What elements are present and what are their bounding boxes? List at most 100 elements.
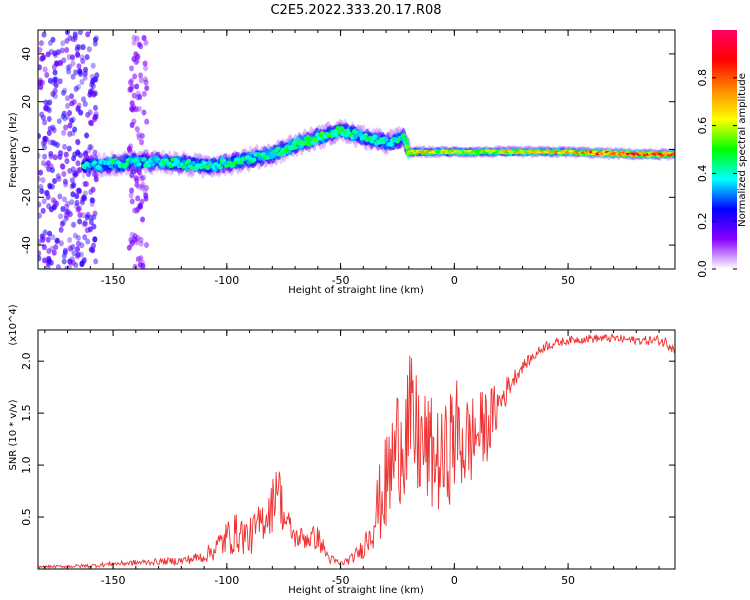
noise-blob: [136, 134, 142, 141]
ridge-blob: [338, 126, 344, 131]
noise-blob: [71, 182, 77, 189]
noise-blob: [46, 115, 52, 122]
noise-blob: [57, 59, 63, 66]
noise-blob: [84, 227, 90, 234]
noise-blob: [41, 144, 47, 151]
noise-blob: [56, 118, 62, 125]
noise-blob: [51, 64, 57, 71]
noise-blob: [86, 46, 92, 53]
noise-blob: [143, 241, 149, 248]
noise-blob: [137, 261, 143, 268]
noise-blob: [70, 243, 76, 250]
noise-blob: [52, 93, 58, 100]
noise-blob: [55, 173, 61, 180]
ridge-blob: [123, 162, 129, 167]
spectrogram-x-label: Height of straight line (km): [288, 285, 424, 296]
noise-blob: [94, 72, 100, 79]
noise-blob: [52, 177, 58, 184]
noise-blob: [88, 219, 94, 226]
noise-blob: [87, 91, 93, 98]
noise-blob: [38, 84, 44, 91]
noise-blob: [38, 64, 43, 71]
noise-blob: [139, 198, 145, 205]
noise-blob: [136, 131, 142, 138]
noise-blob: [73, 69, 79, 76]
noise-blob: [75, 251, 81, 258]
noise-blob: [61, 110, 67, 117]
noise-blob: [91, 242, 97, 249]
noise-blob: [38, 183, 44, 190]
noise-blob: [62, 143, 68, 150]
noise-blob: [43, 190, 49, 197]
noise-blob: [126, 145, 132, 152]
ridge-blob: [275, 146, 281, 151]
noise-blob: [90, 186, 96, 193]
noise-blob: [89, 81, 95, 88]
noise-blob: [63, 212, 69, 219]
noise-blob: [70, 259, 76, 266]
chart-title: C2E5.2022.333.20.17.R08: [270, 3, 441, 18]
noise-blob: [131, 55, 137, 62]
noise-blob: [47, 99, 53, 106]
noise-blob: [87, 144, 93, 151]
noise-blob: [42, 119, 48, 126]
ridge-blob: [372, 134, 378, 139]
noise-blob: [46, 248, 52, 255]
noise-blob: [38, 46, 43, 53]
noise-blob: [64, 47, 70, 54]
ridge-blob: [272, 152, 278, 157]
noise-blob: [144, 118, 150, 125]
noise-blob: [81, 96, 87, 103]
noise-blob: [139, 183, 145, 190]
noise-blob: [46, 107, 52, 114]
noise-blob: [54, 200, 60, 207]
noise-blob: [40, 177, 46, 184]
noise-blob: [64, 214, 70, 221]
noise-blob: [39, 188, 45, 195]
noise-blob: [60, 163, 66, 170]
noise-blob: [40, 114, 46, 121]
noise-blob: [58, 226, 64, 233]
noise-blob: [138, 77, 144, 84]
noise-blob: [72, 172, 78, 179]
ridge-blob: [136, 162, 142, 167]
ridge-blob: [316, 136, 322, 141]
noise-blob: [75, 51, 81, 58]
noise-blob: [67, 109, 73, 116]
ridge-blob: [238, 160, 244, 165]
colorbar-tick-label: 0.4: [696, 165, 709, 183]
noise-blob: [139, 132, 145, 139]
snr-x-label: Height of straight line (km): [288, 585, 424, 596]
noise-blob: [132, 263, 138, 269]
noise-blob: [38, 152, 41, 159]
colorbar-label: Normalized spectral amplitude: [737, 73, 748, 227]
noise-blob: [139, 175, 145, 182]
noise-blob: [74, 193, 80, 200]
ridge-blob: [401, 133, 407, 138]
x-tick-label: -50: [332, 274, 350, 287]
ridge-blob: [319, 131, 325, 136]
noise-blob: [63, 124, 69, 131]
noise-blob: [70, 73, 76, 80]
noise-blob: [68, 245, 74, 252]
noise-blob: [74, 253, 80, 260]
noise-blob: [65, 208, 71, 215]
noise-blob: [82, 234, 88, 241]
noise-blob: [135, 235, 141, 242]
noise-blob: [135, 53, 141, 60]
noise-blob: [62, 196, 68, 203]
noise-blob: [68, 259, 74, 266]
y-tick-label: 0.5: [20, 508, 33, 526]
ridge-blob: [217, 165, 223, 170]
noise-blob: [92, 40, 98, 47]
noise-blob: [142, 60, 148, 67]
noise-blob: [46, 258, 52, 265]
noise-blob: [71, 221, 77, 228]
noise-blob: [74, 46, 80, 53]
noise-blob: [38, 212, 43, 219]
noise-blob: [50, 197, 56, 204]
noise-blob: [65, 200, 71, 207]
noise-blob: [67, 122, 73, 129]
colorbar-ticks: 0.0 0.2 0.4 0.6 0.8: [696, 69, 737, 278]
